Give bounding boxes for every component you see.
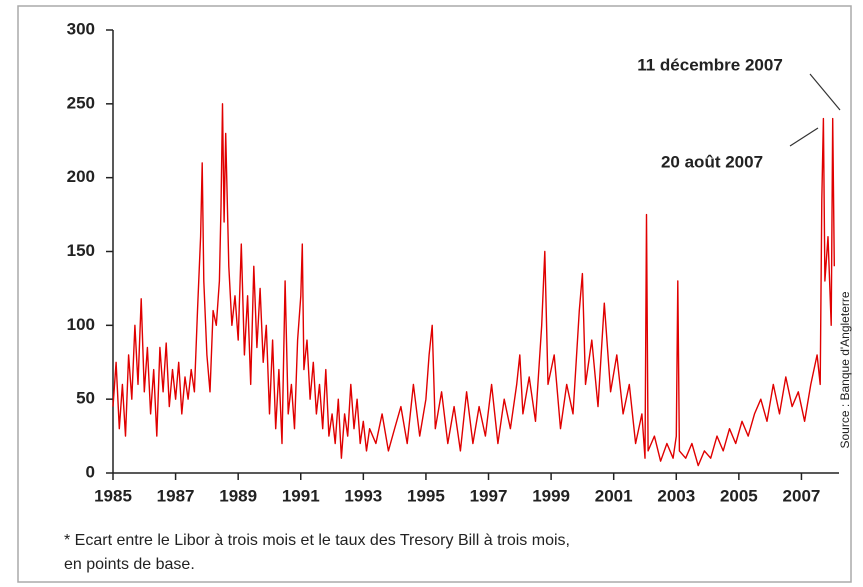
y-tick-label: 100: [67, 315, 95, 334]
y-tick-label: 50: [76, 389, 95, 408]
x-tick-label: 1989: [219, 486, 257, 505]
x-tick-label: 2001: [595, 486, 633, 505]
frame: [17, 5, 852, 583]
x-tick-label: 1995: [407, 486, 445, 505]
annotation: 20 août 2007: [661, 152, 763, 171]
note: en points de base.: [64, 556, 195, 573]
x-tick-label: 2003: [657, 486, 695, 505]
note: * Ecart entre le Libor à trois mois et l…: [64, 532, 570, 549]
y-tick-label: 250: [67, 93, 95, 112]
annotation: 11 décembre 2007: [637, 55, 783, 74]
y-tick-label: 150: [67, 241, 95, 260]
x-tick-label: 1987: [157, 486, 195, 505]
pointer: [809, 73, 841, 111]
source: Source : Banque d'Angleterre: [838, 291, 852, 448]
pointer: [789, 127, 819, 147]
x-tick-label: 2005: [720, 486, 758, 505]
y-tick-label: 0: [86, 462, 95, 481]
x-tick-label: 1991: [282, 486, 320, 505]
series-line: [112, 103, 835, 467]
y-tick-label: 200: [67, 167, 95, 186]
x-tick-label: 1999: [532, 486, 570, 505]
x-tick-label: 1997: [470, 486, 508, 505]
x-tick-label: 1985: [94, 486, 132, 505]
y-tick-label: 300: [67, 19, 95, 38]
x-tick-label: 1993: [344, 486, 382, 505]
x-tick-label: 2007: [783, 486, 821, 505]
